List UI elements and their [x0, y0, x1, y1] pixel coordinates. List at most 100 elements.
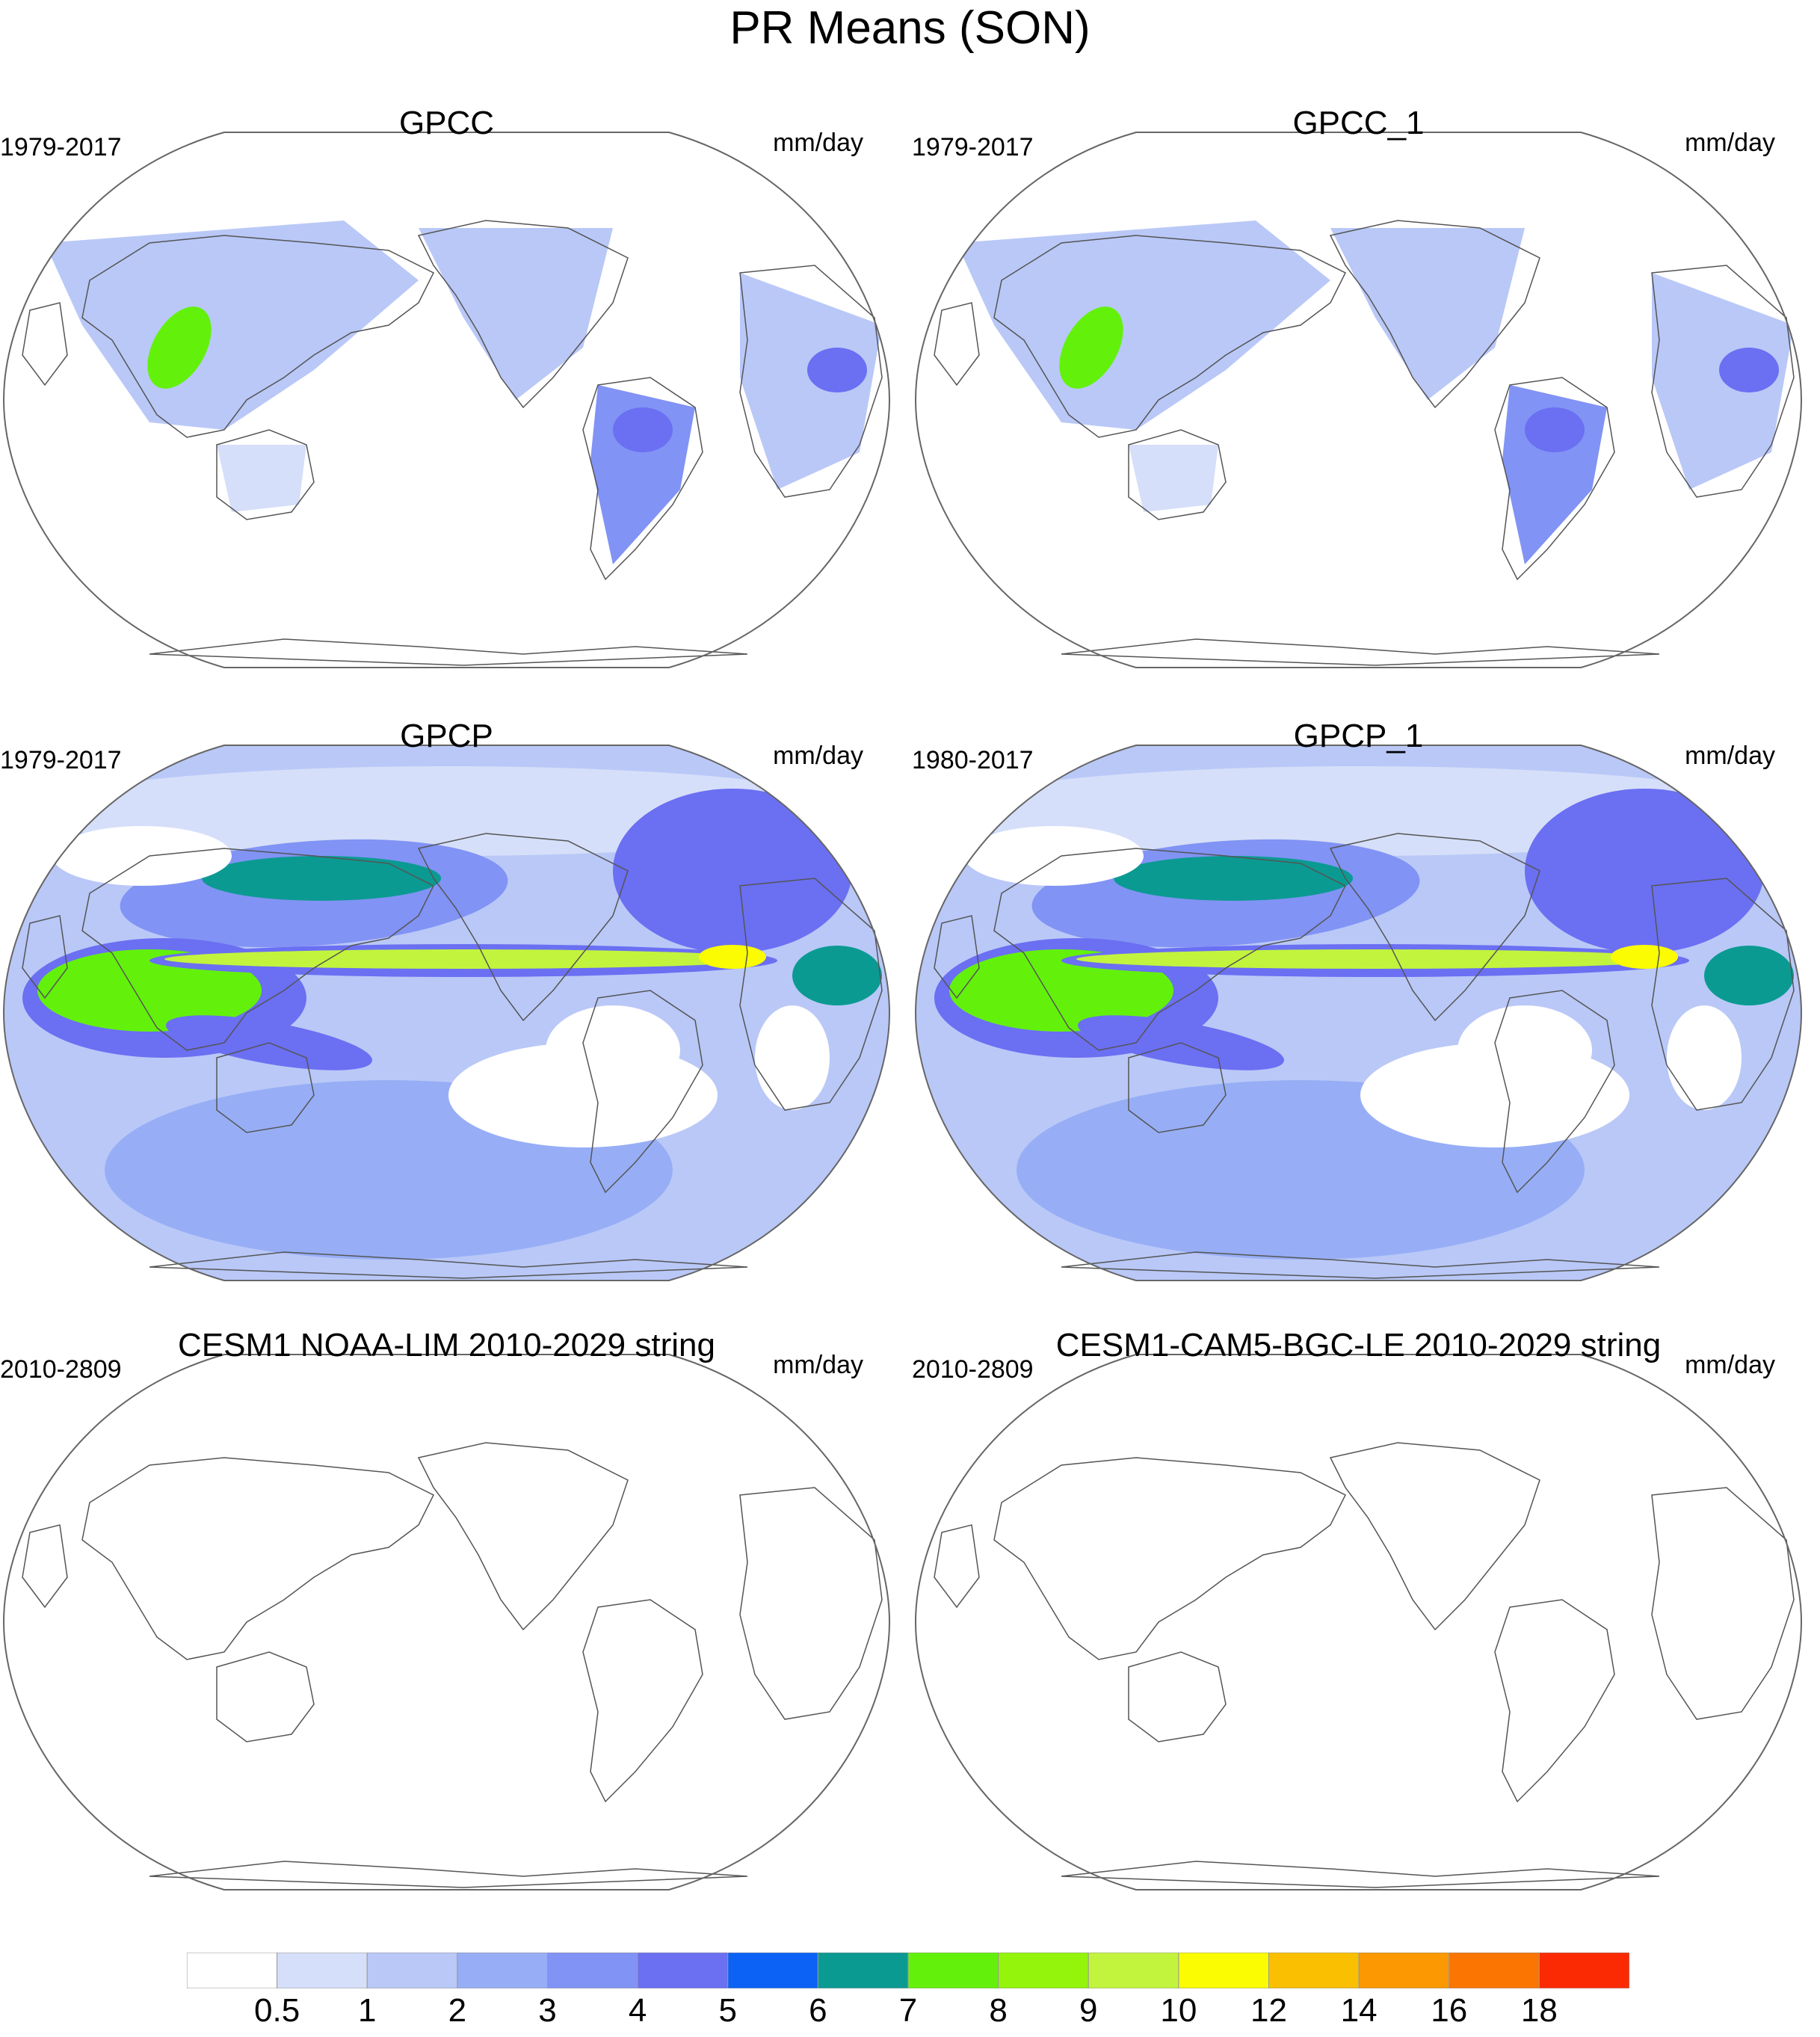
- colorbar-tick-label: 14: [1340, 1992, 1378, 2029]
- panel-title: GPCC_1: [1292, 105, 1425, 141]
- colorbar-tick-label: 3: [538, 1992, 557, 2029]
- panel-units: mm/day: [773, 1351, 863, 1379]
- colorbar-swatch: [998, 1953, 1089, 1988]
- congo-rain: [807, 348, 867, 392]
- panel-title: GPCP_1: [1293, 718, 1424, 754]
- coastline: [1128, 1651, 1227, 1742]
- panel-title: CESM1-CAM5-BGC-LE 2010-2029 string: [1055, 1327, 1662, 1363]
- atlantic-itcz: [699, 945, 766, 969]
- colorbar-swatch: [187, 1953, 278, 1988]
- colorbar-tick-label: 7: [898, 1992, 918, 2029]
- map-canvas: [914, 1354, 1803, 1890]
- map-canvas: [2, 745, 891, 1281]
- coastline: [1128, 1042, 1227, 1133]
- panel-period: 1979-2017: [0, 133, 122, 161]
- panel-units: mm/day: [1685, 129, 1775, 157]
- maritime-continent-rain: [1059, 306, 1123, 389]
- panel-period: 2010-2809: [912, 1355, 1034, 1384]
- map-canvas: [2, 132, 891, 668]
- coastline: [739, 1487, 883, 1720]
- coastline: [216, 1651, 315, 1742]
- colorbar-swatch: [1178, 1953, 1269, 1988]
- colorbar-swatch: [457, 1953, 548, 1988]
- map-frame: [2, 1354, 891, 1890]
- colorbar-swatch: [547, 1953, 638, 1988]
- land-precip: [1129, 445, 1218, 512]
- panel-period: 2010-2809: [0, 1355, 122, 1384]
- colorbar-tick-label: 6: [809, 1992, 827, 2029]
- panel-title: GPCC: [398, 105, 495, 141]
- congo-rain: [1719, 348, 1779, 392]
- coastline: [417, 833, 629, 1022]
- colorbar-tick-label: 12: [1250, 1992, 1287, 2029]
- coastline: [81, 848, 435, 1051]
- coastline: [1128, 429, 1227, 520]
- coastline: [417, 1442, 629, 1631]
- coastline: [993, 235, 1347, 438]
- colorbar-swatch: [277, 1953, 368, 1988]
- map-frame: [2, 745, 891, 1281]
- land-precip: [957, 221, 1330, 430]
- itcz-core: [1076, 949, 1674, 969]
- colorbar-swatch: [1358, 1953, 1450, 1988]
- colorbar-swatch: [1088, 1953, 1179, 1988]
- panel-units: mm/day: [1685, 742, 1775, 770]
- colorbar-labels: 0.5 1 2 3 4 5 6 7 8 9 10 12 14 16 18: [187, 1992, 1629, 2037]
- panel-title: GPCP: [400, 718, 493, 754]
- coastline: [582, 990, 703, 1194]
- panel-units: mm/day: [773, 742, 863, 770]
- kuroshio-rain: [202, 856, 441, 901]
- north-atlantic-storm-track: [613, 789, 852, 953]
- map-panel: CESM1-CAM5-BGC-LE 2010-2029 string 2010-2…: [912, 1327, 1805, 1925]
- coastline: [216, 429, 315, 520]
- dry-asia: [52, 826, 232, 886]
- kuroshio-rain: [1114, 856, 1353, 901]
- atlantic-itcz: [1611, 945, 1678, 969]
- colorbar-tick-label: 5: [718, 1992, 737, 2029]
- colorbar-tick-label: 1: [358, 1992, 377, 2029]
- panel-units: mm/day: [1685, 1351, 1775, 1379]
- coastline: [1329, 1442, 1540, 1631]
- coastline: [81, 235, 435, 438]
- land-precip: [45, 221, 419, 430]
- coastline: [1494, 1599, 1615, 1803]
- map-canvas: [914, 745, 1803, 1281]
- panel-units: mm/day: [773, 129, 863, 157]
- colorbar-tick-label: 4: [628, 1992, 647, 2029]
- africa-rain: [1704, 946, 1794, 1005]
- land-precip: [217, 445, 306, 512]
- land-precip: [1652, 273, 1794, 490]
- coastline: [934, 1524, 980, 1609]
- itcz-core: [164, 949, 762, 969]
- coastline: [417, 220, 629, 409]
- coastline: [1061, 638, 1660, 666]
- map-frame: [2, 132, 891, 668]
- dry-south-atlantic: [755, 1005, 830, 1110]
- colorbar-swatch: [907, 1953, 999, 1988]
- coastline: [1329, 220, 1540, 409]
- coastline: [1329, 833, 1540, 1022]
- map-panel: GPCC 1979-2017 mm/day: [0, 105, 893, 703]
- map-panel: GPCP 1979-2017 mm/day: [0, 718, 893, 1316]
- colorbar-swatch: [727, 1953, 818, 1988]
- map-frame: [914, 132, 1803, 668]
- coastline: [993, 1457, 1347, 1660]
- map-panel: GPCP_1 1980-2017 mm/day: [912, 718, 1805, 1316]
- colorbar-swatch: [637, 1953, 729, 1988]
- coastline: [1651, 1487, 1795, 1720]
- amazon-rain: [1525, 407, 1585, 452]
- colorbar-swatch: [1268, 1953, 1360, 1988]
- coastline: [149, 1251, 748, 1279]
- panel-period: 1979-2017: [912, 133, 1034, 161]
- dry-asia: [964, 826, 1144, 886]
- coastline: [582, 377, 703, 581]
- colorbar-tick-label: 2: [448, 1992, 467, 2029]
- maritime-continent-rain: [147, 306, 212, 389]
- coastline: [1061, 1251, 1660, 1279]
- map-frame: [914, 745, 1803, 1281]
- coastline: [1061, 1861, 1660, 1888]
- coastline: [1494, 990, 1615, 1194]
- panel-period: 1980-2017: [912, 746, 1034, 774]
- coastline: [216, 1042, 315, 1133]
- coastline: [22, 915, 68, 999]
